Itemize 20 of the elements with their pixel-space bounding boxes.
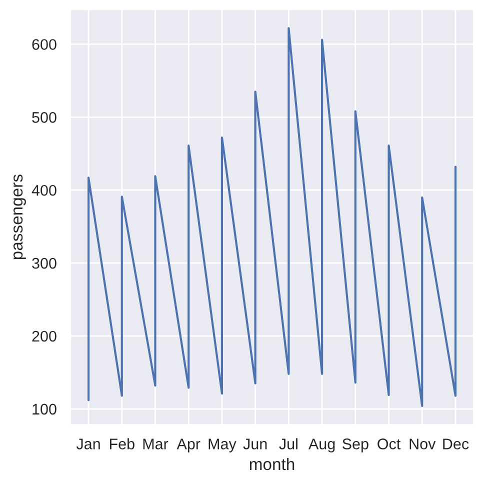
x-tick-label: Feb [110, 438, 134, 450]
x-tick-label: Dec [443, 438, 469, 450]
x-tick-label: Aug [308, 438, 335, 452]
x-tick-label: Jan [76, 438, 100, 450]
x-tick-label: Jun [243, 438, 267, 450]
x-tick-label: Jul [279, 438, 298, 450]
y-tick-label: 300 [32, 258, 56, 269]
y-tick-label: 500 [32, 112, 56, 123]
x-tick-label: Apr [176, 438, 200, 452]
y-tick-label: 600 [32, 39, 56, 50]
y-tick-label: 100 [32, 404, 56, 415]
y-tick-label: 200 [32, 330, 56, 342]
x-tick-label: Mar [143, 438, 168, 450]
x-tick-label: Sep [342, 438, 368, 452]
x-tick-label: Nov [410, 438, 436, 450]
y-axis-title: passengers [14, 174, 26, 260]
x-tick-label: Oct [378, 438, 401, 450]
x-tick-label: May [208, 438, 236, 452]
y-tick-label: 400 [32, 184, 56, 196]
x-axis-title: month [250, 458, 294, 470]
